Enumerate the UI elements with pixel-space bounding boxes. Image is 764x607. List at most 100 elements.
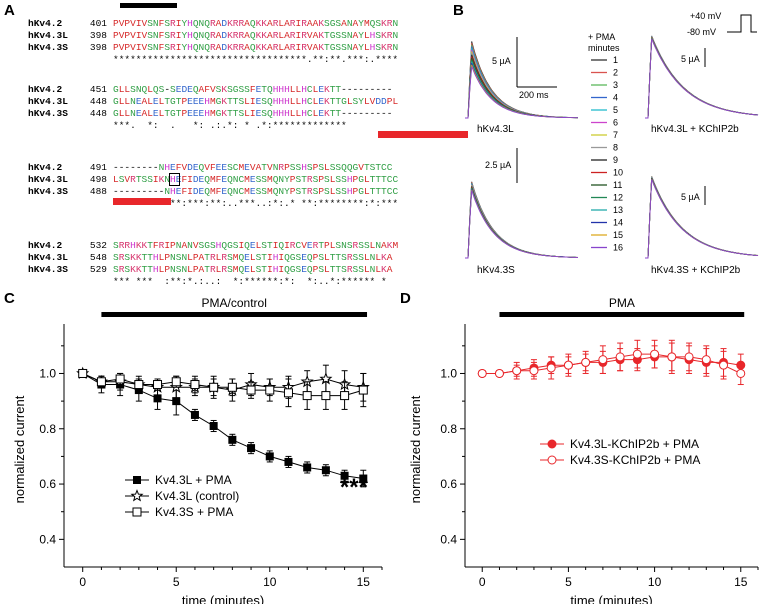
trace-hkv43s [465, 181, 579, 259]
legend-label: 13 [613, 205, 623, 215]
trace-hkv43s [465, 189, 579, 259]
data-point [78, 368, 88, 378]
trace-hkv43s-kchip2b [645, 177, 759, 259]
trace-hkv43s [465, 187, 578, 259]
panel-label-a: A [4, 2, 15, 19]
data-point [303, 463, 312, 472]
data-point [302, 391, 312, 401]
seq-start: 451 [89, 84, 107, 95]
data-point [719, 360, 729, 370]
seq-text: PVPVIVSNFSRIYHQNQRADKRRAQKKARLARIRAAKSGS… [113, 18, 399, 29]
seq-name: hKv4.2 [28, 162, 63, 173]
y-tick-label: 0.8 [39, 422, 56, 436]
chart-panel-c: 0 5 10 15 0.4 0.6 0.8 1.0 time (minutes) normaliz… [12, 296, 383, 604]
seq-start: 488 [89, 186, 107, 197]
insert-region-bar [378, 131, 468, 138]
data-point [494, 368, 504, 378]
data-point [546, 363, 556, 373]
trace-hkv43s [465, 186, 578, 259]
legend-label: 12 [613, 193, 623, 203]
series-line [82, 373, 364, 479]
data-point [190, 410, 199, 419]
legend-label: 11 [613, 180, 622, 190]
trace-hkv43s [465, 187, 578, 259]
trace-hkv43s [465, 185, 578, 259]
trace-caption-4: hKv4.3S + KChIP2b [651, 265, 741, 276]
y-tick-label: 1.0 [440, 366, 457, 380]
data-point [190, 380, 200, 390]
trace-caption-2: hKv4.3S [477, 265, 515, 276]
legend-label: 5 [613, 105, 618, 115]
insert-region-bar-2 [113, 198, 171, 205]
seq-text: PVPVIVSNFSRIYHQNQRADKRRAQKKARLARIRVAKTGS… [113, 42, 399, 53]
legend-label: 16 [613, 243, 623, 253]
seq-name: hKv4.2 [28, 240, 63, 251]
data-point [228, 435, 237, 444]
seq-text: LSVRTSSIKNHEFIDEQMFEQNCMESSMQNYPSTRSPSLS… [113, 174, 399, 185]
data-point [477, 368, 487, 378]
data-point [265, 385, 275, 395]
significance-marker: *** [340, 474, 369, 501]
seq-text: GLLSNQLQS-SEDEQAFVSKSGSSFETQHHHLLHCLEKTT… [113, 84, 393, 95]
s6-bar [120, 3, 177, 8]
trace-hkv43l-kchip2b [645, 36, 759, 119]
data-point [736, 368, 746, 378]
trace-hkv43l [465, 59, 578, 119]
trace-hkv43s-kchip2b [645, 178, 759, 259]
data-point [598, 355, 608, 365]
x-tick-label: 10 [263, 575, 277, 589]
trace-hkv43s [465, 188, 578, 259]
trace-hkv43l-kchip2b [645, 35, 759, 119]
seq-name: hKv4.3S [28, 108, 68, 119]
trace-hkv43s [465, 186, 578, 259]
seq-name: hKv4.2 [28, 84, 63, 95]
seq-name: hKv4.2 [28, 18, 63, 29]
x-tick-label: 5 [173, 575, 180, 589]
s6-label: S6 [136, 0, 148, 3]
trace-hkv43s-kchip2b [645, 177, 759, 259]
trace-hkv43l-kchip2b [645, 37, 759, 119]
seq-text: SRSKKTTHLPNSNLPATRLRSMQELSTIHIQGSEQPSLTT… [113, 252, 393, 263]
trace-caption-3: hKv4.3L + KChIP2b [651, 124, 739, 135]
data-point [340, 391, 350, 401]
panel-label-c: C [4, 290, 15, 307]
x-tick-label: 0 [479, 575, 486, 589]
trace-hkv43s [465, 182, 579, 259]
legend-label: 4 [613, 93, 618, 103]
data-point [209, 382, 219, 392]
series-line [82, 373, 364, 397]
legend-entry: Kv4.3L-KChIP2b + PMA [570, 437, 699, 451]
y-tick-label: 0.4 [39, 532, 56, 546]
trace-hkv43l-kchip2b [645, 36, 759, 119]
seq-name: hKv4.3L [28, 174, 68, 185]
y-tick-label: 0.4 [440, 532, 457, 546]
data-point [284, 457, 293, 466]
trace-hkv43s [465, 182, 578, 259]
trace-hkv43s-kchip2b [645, 179, 759, 259]
trace-hkv43s-kchip2b [645, 178, 759, 259]
consensus-line: ***. *: . *: .:.*: * .*:************* [113, 120, 347, 131]
data-point [246, 385, 256, 395]
data-point [209, 422, 218, 430]
trace-hkv43l-kchip2b [645, 37, 759, 119]
legend-marker [547, 455, 557, 465]
data-point [684, 352, 694, 362]
scale-current-label-4: 5 µA [681, 192, 700, 202]
legend-label: 7 [613, 130, 618, 140]
trace-caption-1: hKv4.3L [477, 124, 514, 135]
current-traces-panel: +40 mV -80 mV + PMA minutes 123456789101… [465, 11, 759, 276]
trace-hkv43s-kchip2b [645, 177, 759, 259]
seq-start: 491 [89, 162, 107, 173]
legend-marker [133, 476, 141, 484]
legend-label: 1 [613, 55, 618, 65]
seq-start: 448 [89, 108, 107, 119]
data-point [321, 466, 330, 475]
scale-current-label-3: 5 µA [681, 54, 700, 64]
trace-hkv43s-kchip2b [645, 178, 759, 259]
trace-hkv43l-kchip2b [645, 38, 759, 119]
data-point [247, 444, 256, 453]
trace-hkv43s-kchip2b [645, 176, 759, 259]
legend-title-minutes: minutes [588, 43, 620, 53]
data-point [512, 366, 522, 376]
data-point [227, 382, 237, 392]
